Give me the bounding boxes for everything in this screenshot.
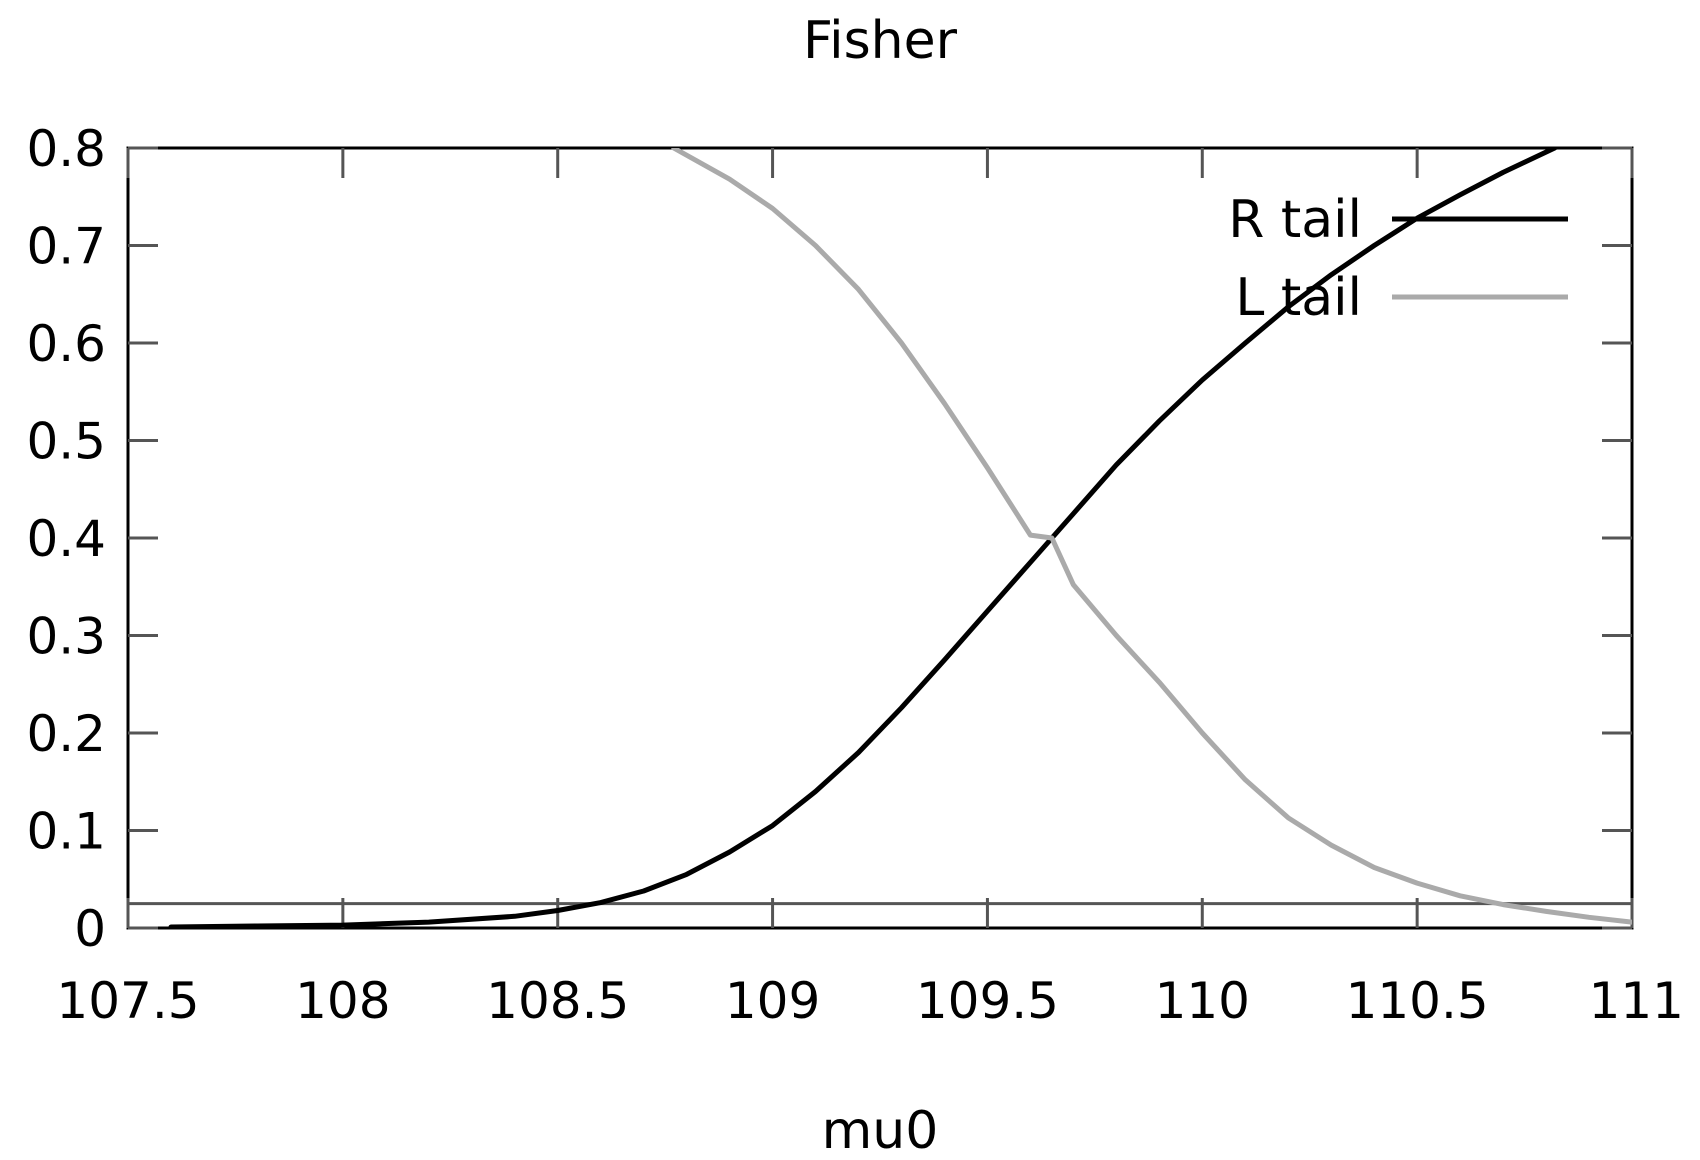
series-line-r-tail: [168, 148, 1558, 928]
x-tick-label: 109: [725, 972, 820, 1030]
legend-label: L tail: [1235, 268, 1362, 328]
x-tick-label: 110: [1155, 972, 1250, 1030]
x-tick-label: 111: [1589, 972, 1684, 1030]
x-axis-label: mu0: [822, 1101, 939, 1160]
x-tick-label: 108: [295, 972, 390, 1030]
legend-label: R tail: [1228, 190, 1362, 250]
y-tick-label: 0.2: [26, 705, 106, 763]
y-tick-label: 0.5: [26, 413, 106, 471]
legend: R tail L tail: [1228, 190, 1568, 328]
y-tick-label: 0.7: [26, 218, 106, 276]
y-tick-label: 0.3: [26, 608, 106, 666]
y-tick-label: 0.6: [26, 315, 106, 373]
series-line-l-tail: [671, 148, 1632, 925]
y-tick-label: 0.8: [26, 120, 106, 178]
y-tick-label: 0.1: [26, 803, 106, 861]
chart-title: Fisher: [803, 11, 958, 71]
plot-frame: [126, 146, 1634, 930]
x-tick-label: 107.5: [56, 972, 199, 1030]
y-tick-label: 0.4: [26, 510, 106, 568]
x-tick-label: 108.5: [486, 972, 629, 1030]
plot-layer: 0 0.1 0.2 0.3 0.4 0.5 0.6 0.7 0.8 107.5 108 108.5 10…: [26, 120, 1684, 1030]
y-tick-label: 0: [74, 900, 106, 958]
x-tick-label: 110.5: [1346, 972, 1489, 1030]
x-tick-label: 109.5: [916, 972, 1059, 1030]
